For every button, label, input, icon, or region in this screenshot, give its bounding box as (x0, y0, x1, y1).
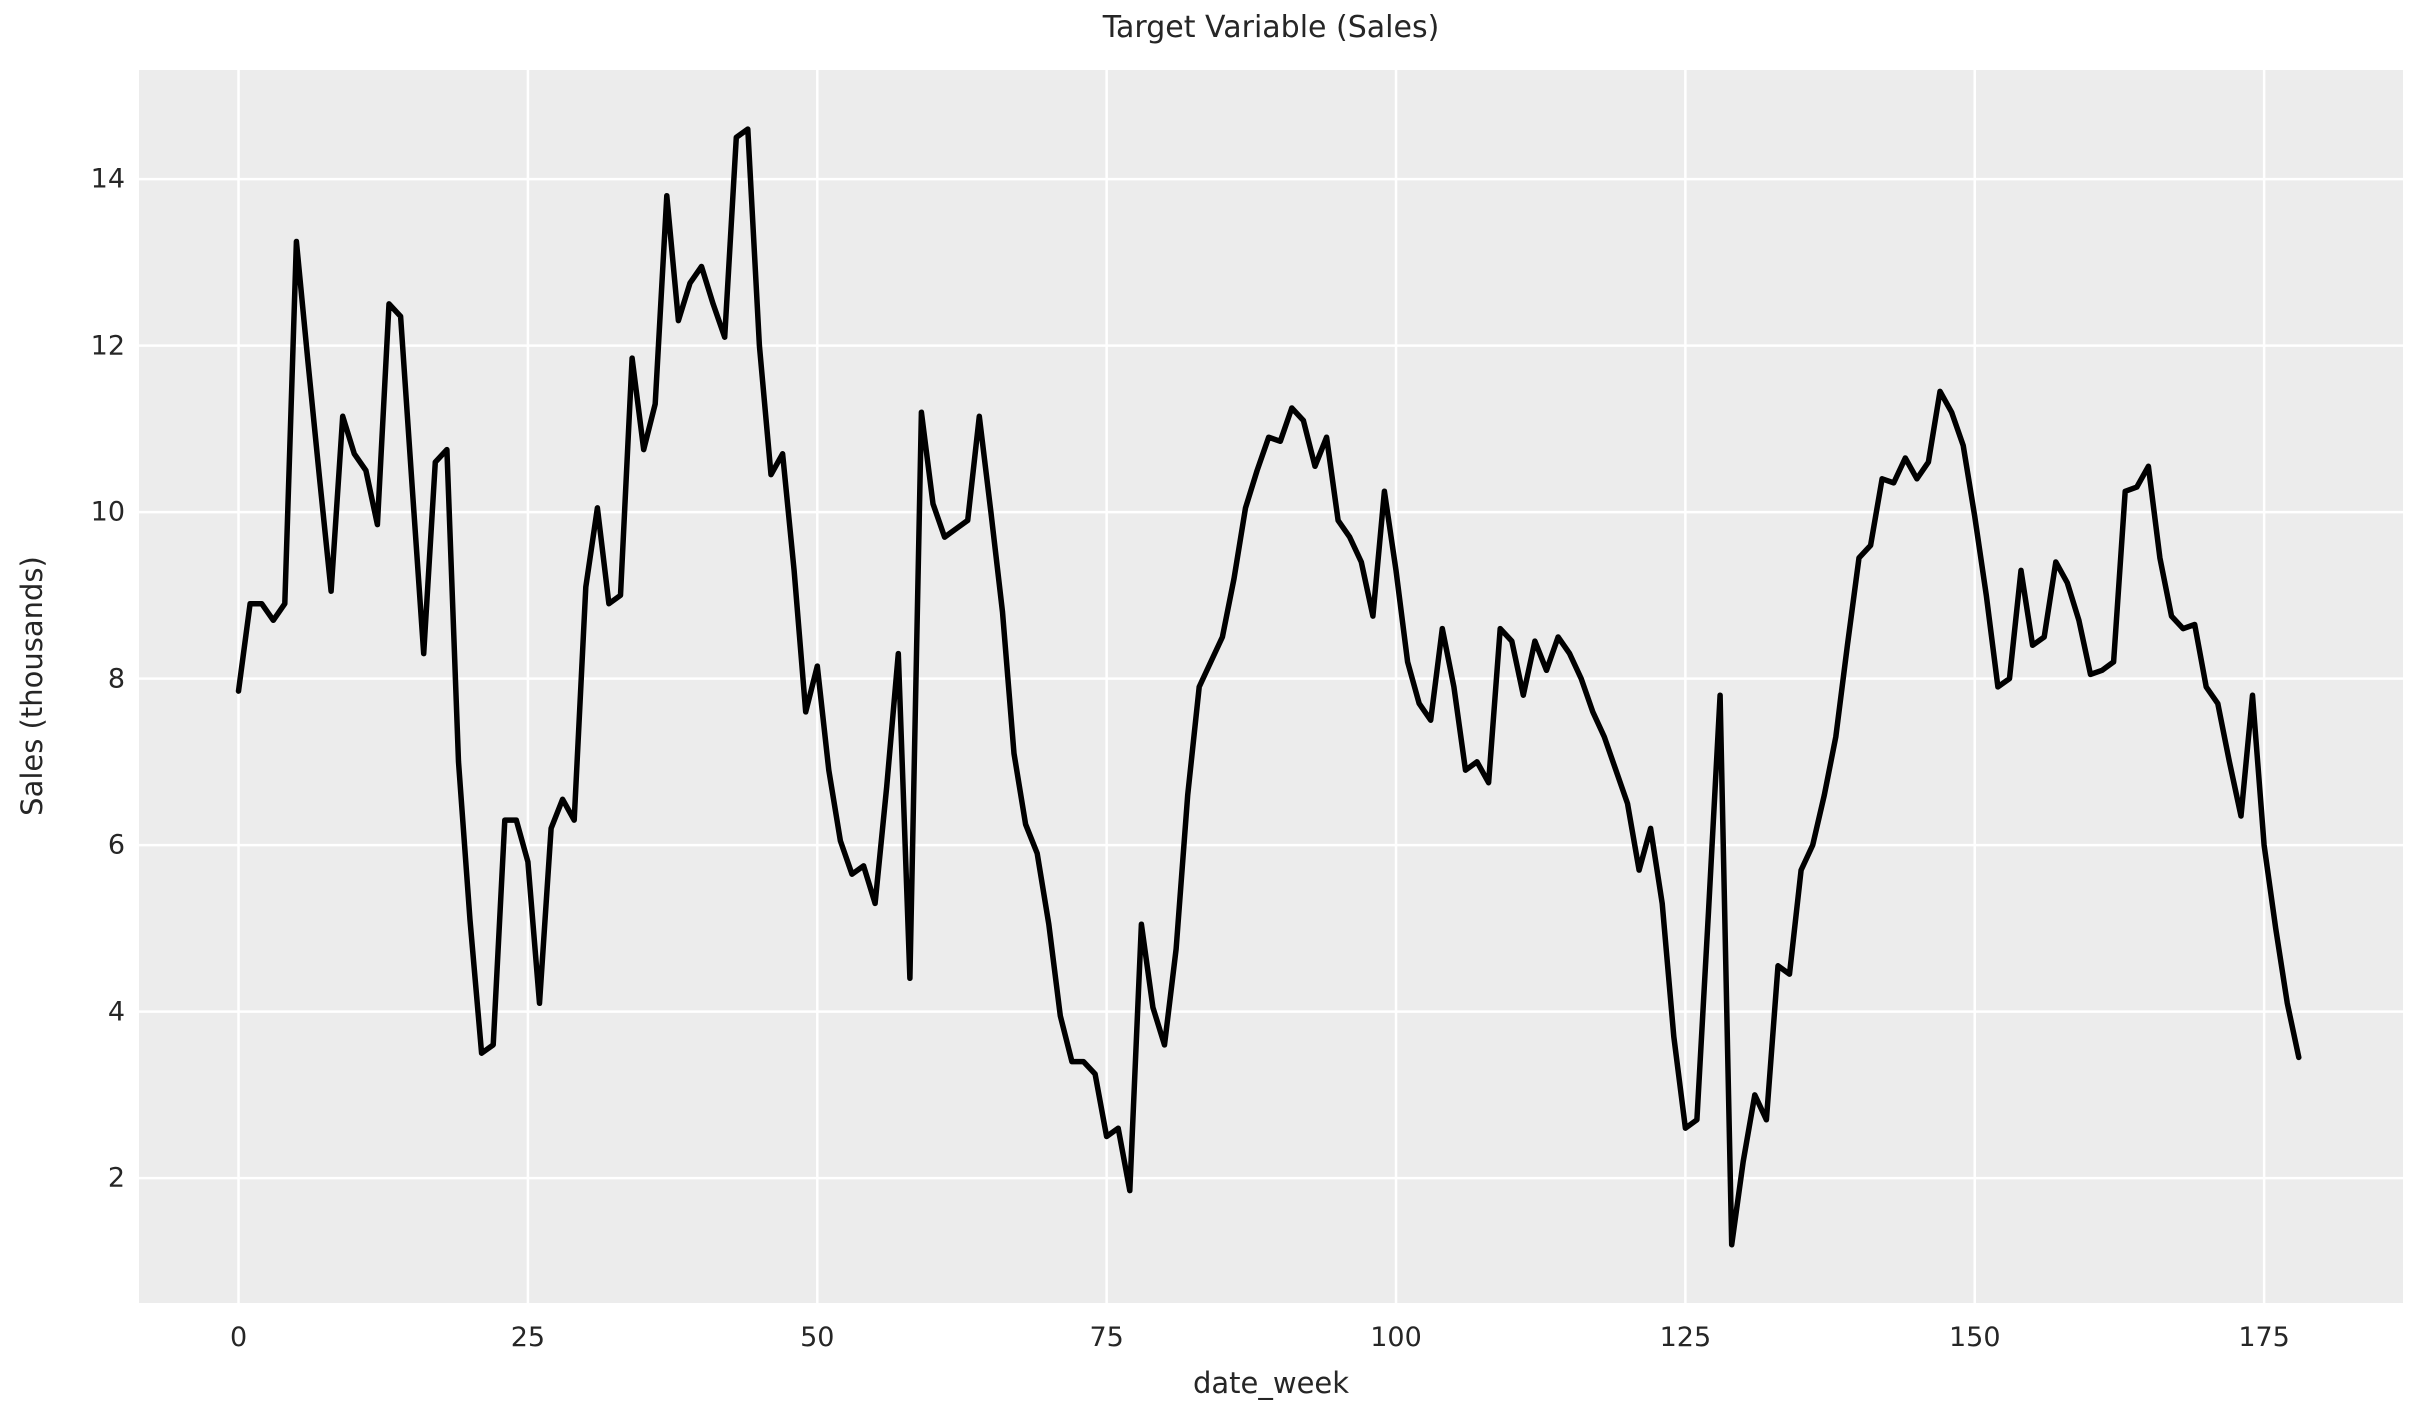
x-tick-label: 75 (1089, 1322, 1124, 1353)
plot-background (139, 70, 2403, 1303)
y-tick-label: 8 (107, 663, 125, 695)
x-tick-label: 50 (800, 1322, 835, 1353)
x-tick-label: 150 (1948, 1322, 2001, 1353)
x-axis-label: date_week (1192, 1366, 1350, 1400)
x-tick-label: 175 (2238, 1322, 2290, 1353)
y-tick-label: 6 (107, 829, 125, 861)
y-tick-label: 14 (90, 163, 125, 195)
x-tick-label: 0 (229, 1322, 248, 1353)
y-tick-label: 2 (107, 1162, 125, 1194)
x-tick-label: 25 (510, 1322, 546, 1353)
x-tick-label: 125 (1659, 1322, 1712, 1353)
y-axis-label: Sales (thousands) (15, 556, 49, 816)
gridlines (139, 70, 2403, 1303)
chart-title: Target Variable (Sales) (1102, 10, 1440, 45)
sales-series-line (235, 126, 2302, 1248)
y-tick-label: 4 (107, 996, 125, 1028)
y-tick-label: 10 (90, 496, 125, 528)
x-tick-label: 100 (1370, 1322, 1422, 1353)
series-sales (235, 126, 2302, 1248)
y-tick-label: 12 (90, 330, 125, 362)
